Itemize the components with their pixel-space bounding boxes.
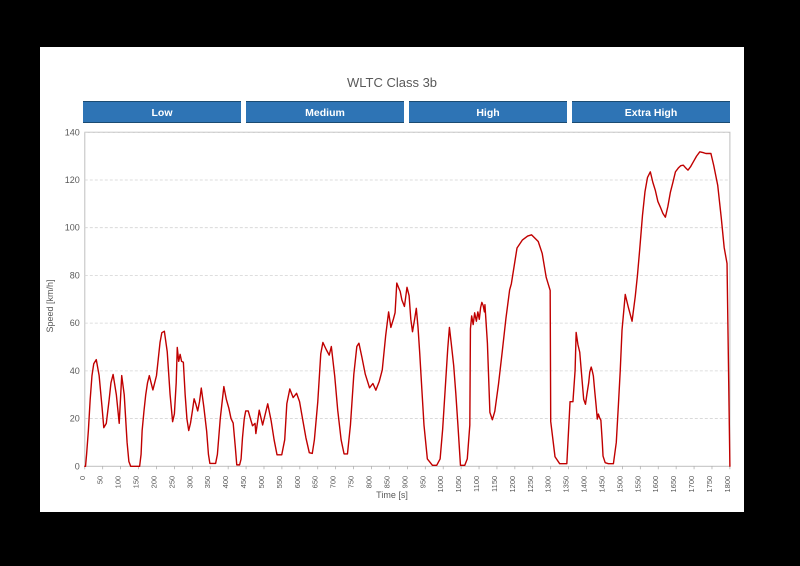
svg-text:900: 900 [400, 476, 409, 489]
svg-text:200: 200 [149, 476, 158, 489]
svg-text:140: 140 [65, 127, 80, 137]
svg-text:100: 100 [65, 223, 80, 233]
svg-text:750: 750 [347, 476, 356, 489]
svg-text:700: 700 [329, 476, 338, 489]
svg-text:550: 550 [275, 476, 284, 489]
svg-text:850: 850 [382, 476, 391, 489]
svg-text:120: 120 [65, 175, 80, 185]
svg-text:250: 250 [167, 476, 176, 489]
svg-text:500: 500 [257, 476, 266, 489]
svg-text:0: 0 [78, 476, 87, 480]
svg-text:350: 350 [203, 476, 212, 489]
svg-text:800: 800 [365, 476, 374, 489]
svg-text:600: 600 [293, 476, 302, 489]
svg-text:950: 950 [418, 476, 427, 489]
svg-text:80: 80 [70, 270, 80, 280]
svg-text:150: 150 [132, 476, 141, 489]
svg-text:450: 450 [239, 476, 248, 489]
svg-text:650: 650 [311, 476, 320, 489]
svg-text:40: 40 [70, 366, 80, 376]
svg-text:100: 100 [114, 476, 123, 489]
svg-text:50: 50 [96, 476, 105, 484]
svg-text:0: 0 [75, 461, 80, 471]
svg-text:20: 20 [70, 414, 80, 424]
svg-text:60: 60 [70, 318, 80, 328]
svg-text:400: 400 [221, 476, 230, 489]
svg-text:300: 300 [185, 476, 194, 489]
